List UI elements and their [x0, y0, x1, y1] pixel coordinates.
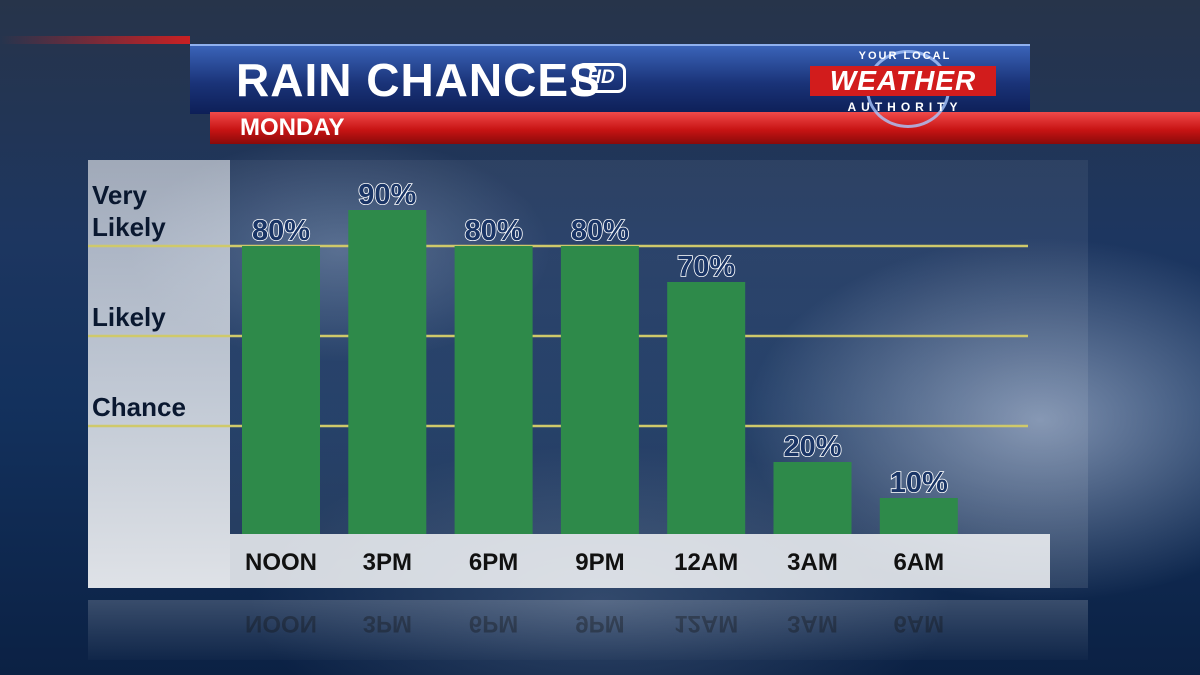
logo-top-text: YOUR LOCAL	[858, 50, 952, 62]
reflected-label-3pm: 3PM	[363, 610, 412, 637]
value-label-6pm: 80%	[465, 215, 523, 247]
level-label-very-likely: Very Likely	[92, 180, 166, 242]
reflected-label-12am: 12AM	[674, 610, 738, 637]
bar-9pm	[560, 246, 639, 534]
page-subtitle: MONDAY	[240, 114, 345, 141]
category-label-6pm: 6PM	[469, 549, 518, 576]
reflected-label-noon: NOON	[245, 610, 317, 637]
category-label-noon: NOON	[245, 549, 317, 576]
reflected-category-labels: NOON 3PM 6PM 9PM 12AM 3AM 6AM	[245, 610, 944, 637]
category-label-9pm: 9PM	[575, 549, 624, 576]
value-label-3am: 20%	[783, 431, 841, 463]
bar-noon	[242, 246, 320, 534]
logo-bottom-text: AUTHORITY	[847, 100, 963, 114]
subtitle-banner	[210, 112, 1200, 144]
category-label-12am: 12AM	[674, 549, 738, 576]
station-logo: YOUR LOCAL WEATHER AUTHORITY	[806, 50, 1004, 128]
reflected-label-6am: 6AM	[893, 610, 944, 637]
bar-12am	[667, 282, 746, 534]
bar-6am	[879, 498, 958, 534]
level-label-column	[88, 160, 230, 588]
hd-badge: HD	[576, 63, 626, 93]
bar-3pm	[348, 210, 427, 534]
bar-6pm	[454, 246, 533, 534]
value-label-12am: 70%	[677, 251, 735, 283]
logo-main-text: WEATHER	[810, 66, 996, 96]
level-label-chance: Chance	[92, 392, 186, 422]
reflected-label-6pm: 6PM	[469, 610, 518, 637]
category-band	[230, 534, 1050, 588]
value-label-6am: 10%	[890, 467, 948, 499]
decorative-streak	[0, 36, 190, 44]
bar-3am	[773, 462, 852, 534]
reflected-label-9pm: 9PM	[575, 610, 624, 637]
reflected-label-3am: 3AM	[787, 610, 838, 637]
value-label-9pm: 80%	[571, 215, 629, 247]
category-label-6am: 6AM	[893, 549, 944, 576]
category-label-3am: 3AM	[787, 549, 838, 576]
page-title: RAIN CHANCES	[236, 54, 601, 106]
category-label-3pm: 3PM	[363, 549, 412, 576]
value-label-3pm: 90%	[358, 179, 416, 211]
level-label-likely: Likely	[92, 302, 166, 332]
floor-reflection: NOON 3PM 6PM 9PM 12AM 3AM 6AM	[88, 600, 1088, 660]
value-label-noon: 80%	[252, 215, 310, 247]
